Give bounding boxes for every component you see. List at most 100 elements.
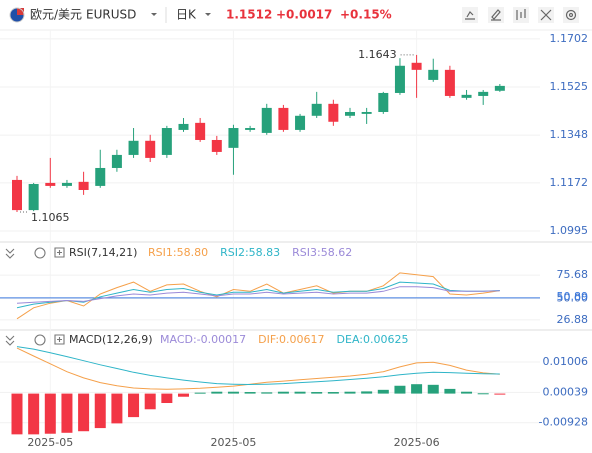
y-tick-label: 1.1348 bbox=[550, 128, 589, 141]
visibility-icon[interactable] bbox=[34, 334, 46, 346]
macd-line bbox=[16, 346, 500, 386]
candle-body bbox=[228, 128, 239, 148]
y-tick-label: 0.01006 bbox=[543, 355, 589, 368]
legend-entry: MACD:-0.00017 bbox=[160, 333, 246, 346]
low-label: 1.1065 bbox=[31, 211, 70, 224]
macd-bar bbox=[178, 393, 189, 397]
macd-bar bbox=[11, 393, 23, 435]
x-tick-label: 2025-05 bbox=[210, 436, 256, 449]
change: +0.0017 bbox=[276, 8, 332, 22]
macd-bar bbox=[327, 392, 339, 394]
macd-bar bbox=[427, 384, 439, 394]
macd-bar bbox=[444, 388, 456, 394]
candle-body bbox=[211, 139, 222, 152]
indicator-title: MACD(12,26,9) bbox=[69, 333, 153, 346]
dropdown-arrow[interactable] bbox=[205, 13, 211, 16]
fullscreen-button[interactable] bbox=[538, 7, 554, 23]
macd-bar bbox=[78, 393, 90, 432]
candle-body bbox=[311, 103, 322, 116]
visibility-icon[interactable] bbox=[34, 247, 46, 259]
legend-entry: RSI2:58.83 bbox=[220, 246, 280, 259]
y-tick-label: 1.1172 bbox=[550, 176, 589, 189]
high-label: 1.1643 bbox=[358, 48, 397, 61]
candle-body bbox=[111, 154, 122, 168]
symbol[interactable]: EURUSD bbox=[86, 8, 136, 22]
candle-body bbox=[161, 128, 172, 155]
settings-button[interactable] bbox=[563, 7, 579, 23]
candle-body bbox=[261, 107, 272, 133]
macd-bar bbox=[361, 391, 373, 394]
indicator-button[interactable] bbox=[462, 7, 478, 23]
candle-body bbox=[45, 182, 56, 186]
macd-bar bbox=[244, 392, 256, 394]
x-tick-label: 2025-05 bbox=[27, 436, 73, 449]
y-tick-label: 50.00 bbox=[557, 292, 589, 305]
rsi-line bbox=[16, 281, 500, 309]
candle-body bbox=[61, 182, 72, 186]
macd-bar bbox=[128, 393, 140, 418]
y-tick-label: -0.00928 bbox=[539, 416, 588, 429]
candle-body bbox=[461, 94, 472, 98]
macd-bar bbox=[411, 384, 423, 394]
candle-body bbox=[12, 179, 22, 211]
candle-body bbox=[295, 115, 306, 130]
collapse-icon[interactable] bbox=[5, 335, 15, 346]
macd-bar bbox=[344, 391, 356, 394]
candle-body bbox=[394, 65, 405, 93]
add-icon[interactable] bbox=[54, 334, 65, 345]
indicator-title: RSI(7,14,21) bbox=[69, 246, 137, 259]
macd-bar bbox=[227, 391, 239, 394]
candle-body bbox=[245, 128, 256, 130]
x-tick-label: 2025-06 bbox=[394, 436, 440, 449]
legend-entry: DIF:0.00617 bbox=[258, 333, 324, 346]
candle-body bbox=[361, 111, 372, 114]
macd-bar bbox=[111, 393, 123, 424]
candle-body bbox=[128, 140, 139, 155]
candle-body bbox=[95, 167, 106, 186]
macd-line bbox=[16, 347, 500, 390]
macd-bar bbox=[194, 392, 206, 394]
macd-bar bbox=[477, 393, 489, 395]
legend-entry: DEA:0.00625 bbox=[337, 333, 409, 346]
style-button[interactable] bbox=[513, 7, 529, 23]
macd-bar bbox=[144, 393, 156, 410]
reference-label: 50.89 bbox=[557, 290, 589, 303]
draw-button[interactable] bbox=[488, 7, 504, 23]
macd-bar bbox=[28, 393, 40, 435]
candle-body bbox=[428, 69, 439, 80]
macd-bar bbox=[61, 393, 73, 433]
candle-body bbox=[195, 122, 206, 140]
period[interactable]: 日K bbox=[176, 8, 197, 22]
candle-body bbox=[278, 107, 289, 130]
legend-entry: RSI3:58.62 bbox=[292, 246, 352, 259]
y-tick-label: 0.00039 bbox=[543, 385, 589, 398]
dropdown-arrow[interactable] bbox=[151, 13, 157, 16]
candle-body bbox=[328, 103, 339, 122]
pair-name[interactable]: 欧元/美元 bbox=[30, 8, 82, 22]
macd-bar bbox=[261, 392, 273, 394]
candle-body bbox=[478, 91, 489, 96]
macd-bar bbox=[211, 391, 223, 394]
macd-bar bbox=[494, 393, 506, 395]
y-tick-label: 1.1702 bbox=[550, 32, 589, 45]
y-tick-label: 1.0995 bbox=[550, 224, 589, 237]
rsi-line bbox=[16, 286, 500, 304]
macd-bar bbox=[461, 391, 473, 394]
macd-bar bbox=[377, 389, 389, 394]
legend-entry: RSI1:58.80 bbox=[148, 246, 208, 259]
price: 1.1512 bbox=[226, 8, 272, 22]
change-pct: +0.15% bbox=[340, 8, 392, 22]
candle-body bbox=[444, 69, 455, 96]
candle-body bbox=[411, 62, 422, 70]
add-icon[interactable] bbox=[54, 247, 65, 258]
y-tick-label: 26.88 bbox=[557, 313, 589, 326]
flag-icon bbox=[9, 7, 25, 23]
candle-body bbox=[28, 184, 39, 211]
collapse-icon[interactable] bbox=[5, 248, 15, 259]
macd-bar bbox=[394, 385, 406, 394]
candle-body bbox=[494, 85, 505, 91]
candle-body bbox=[378, 92, 389, 112]
